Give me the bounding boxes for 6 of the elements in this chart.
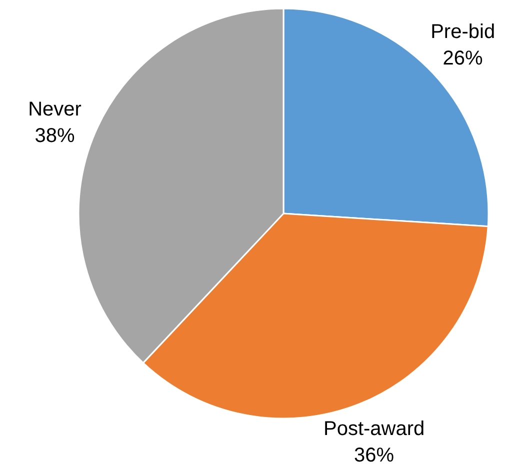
data-label: 26% (442, 47, 484, 70)
slice-label: Never (28, 98, 82, 121)
data-label: 36% (354, 444, 394, 466)
slice-label: Post-award (323, 418, 425, 440)
slice-label: Pre-bid (430, 20, 496, 43)
data-label: 38% (34, 125, 76, 148)
